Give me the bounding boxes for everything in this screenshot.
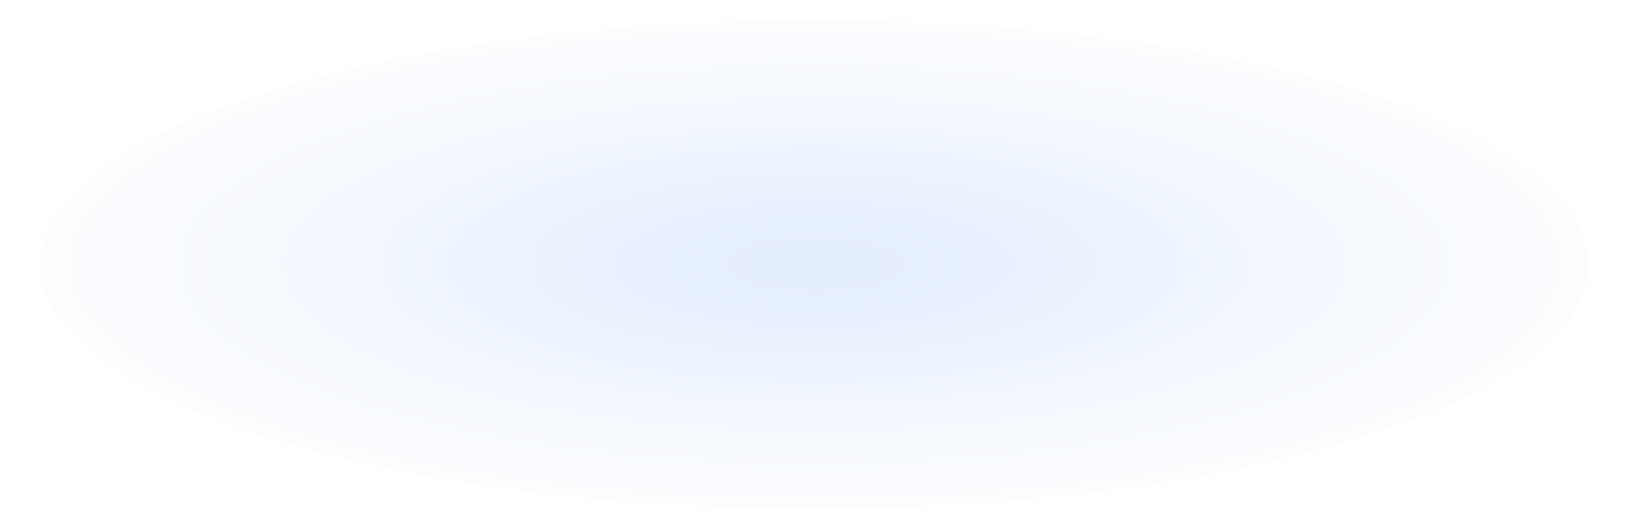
soft-blue-glow — [40, 20, 1589, 509]
